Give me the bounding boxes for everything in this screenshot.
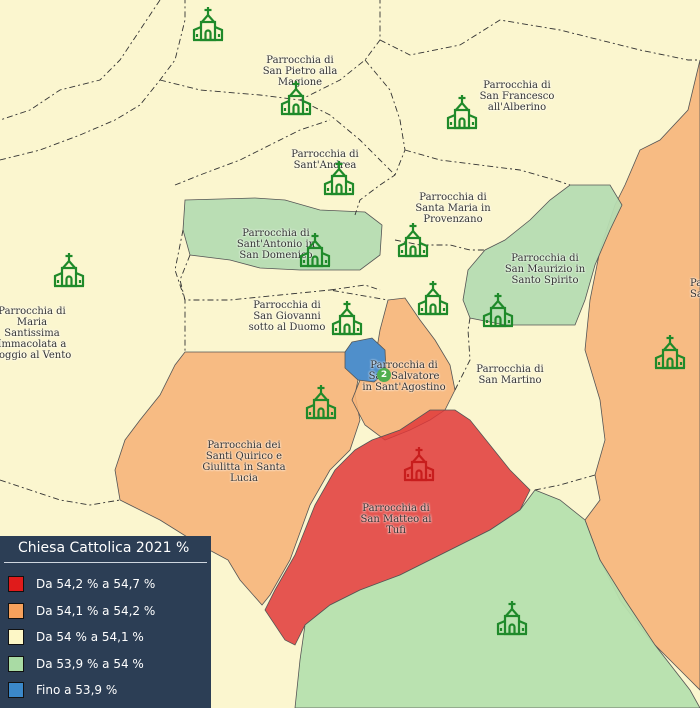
parish-label-martino: Parrocchia di San Martino: [476, 364, 544, 386]
parish-label-andrea: Parrocchia di Sant'Andrea: [291, 149, 359, 171]
church-icon[interactable]: [304, 384, 338, 420]
legend-item: Da 53,9 % a 54 %: [0, 651, 211, 678]
church-icon[interactable]: [191, 6, 225, 42]
church-icon[interactable]: [495, 600, 529, 636]
church-icon[interactable]: [322, 160, 356, 196]
parish-label-edge: ParSan: [690, 278, 700, 300]
parish-label-maurizio: Parrocchia di San Maurizio in Santo Spirit…: [504, 253, 586, 286]
legend-item: Fino a 53,9 %: [0, 677, 211, 704]
parish-label-maria-poggio: Parrocchia di Maria Santissima Immacolata a…: [0, 306, 72, 361]
parish-label-quirico: Parrocchia dei Santi Quirico e Giulitta in…: [202, 440, 286, 484]
church-icon[interactable]: [416, 280, 450, 316]
church-icon[interactable]: [402, 446, 436, 482]
region-blue-salvatore[interactable]: [344, 337, 387, 383]
legend-swatch: [8, 655, 24, 672]
church-icon[interactable]: [279, 80, 313, 116]
region-green-south[interactable]: [294, 489, 700, 708]
church-icon[interactable]: [445, 94, 479, 130]
parish-label-matteo: Parrocchia di San Matteo ai Tufi: [360, 503, 432, 536]
legend-swatch: [8, 576, 24, 593]
legend-divider: [4, 562, 207, 563]
church-icon[interactable]: [481, 292, 515, 328]
legend-swatch: [8, 602, 24, 619]
legend-item: Da 54,2 % a 54,7 %: [0, 571, 211, 598]
church-icon[interactable]: [298, 232, 332, 268]
legend-item: Da 54,1 % a 54,2 %: [0, 598, 211, 625]
parish-label-salvatore: Parrocchia di San Salvatore in Sant'Agosti…: [362, 360, 446, 393]
church-icon[interactable]: [330, 300, 364, 336]
parish-label-antonio: Parrocchia di Sant'Antonio in San Domenico: [236, 228, 316, 261]
legend-item: Da 54 % a 54,1 %: [0, 624, 211, 651]
parish-label-maria-provenzano: Parrocchia di Santa Maria in Provenzano: [415, 192, 491, 225]
cluster-badge[interactable]: 2: [377, 368, 391, 382]
parish-label-francesco: Parrocchia di San Francesco all'Alberino: [479, 80, 555, 113]
parish-label-pietro: Parrocchia di San Pietro alla Magione: [262, 55, 338, 88]
church-icon[interactable]: [396, 222, 430, 258]
legend: Chiesa Cattolica 2021 % Da 54,2 % a 54,7…: [0, 536, 211, 708]
church-icon[interactable]: [52, 252, 86, 288]
legend-title: Chiesa Cattolica 2021 %: [18, 540, 190, 556]
church-icon[interactable]: [653, 334, 687, 370]
legend-swatch: [8, 682, 24, 699]
parish-label-giovanni: Parrocchia di San Giovanni sotto al Duomo: [248, 300, 326, 333]
region-green-antonio[interactable]: [182, 197, 383, 271]
legend-swatch: [8, 629, 24, 646]
